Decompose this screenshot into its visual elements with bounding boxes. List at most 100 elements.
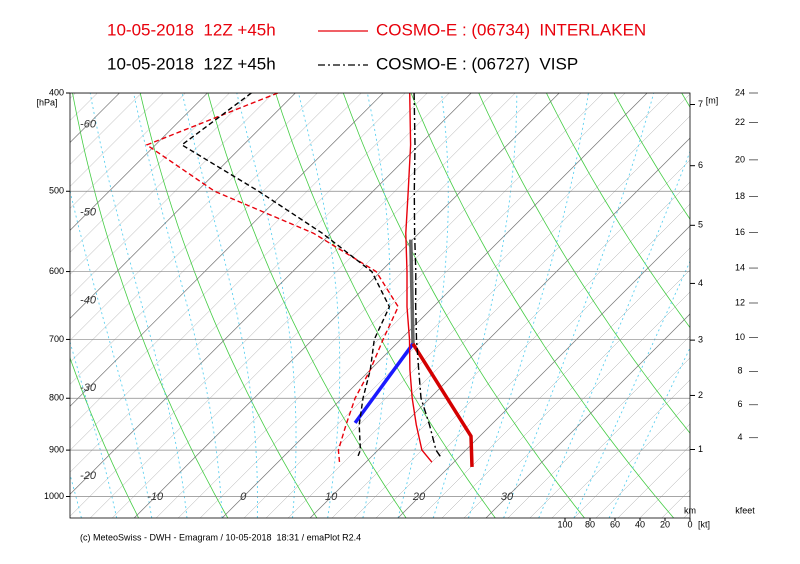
isotherm — [70, 93, 340, 363]
moist-adiabat — [70, 340, 118, 518]
isotherm-grid — [397, 225, 690, 518]
isotherm-label: -10 — [147, 491, 164, 503]
moist-adiabat — [608, 346, 690, 518]
parcel-line — [353, 342, 415, 424]
isotherm — [70, 93, 76, 99]
feet-tick-label: 10 — [735, 332, 745, 342]
isotherm-grid — [70, 93, 384, 407]
moist-adiabat — [0, 93, 46, 518]
isotherm-grid — [485, 313, 690, 518]
isotherm — [177, 93, 604, 518]
dry-adiabat — [546, 93, 690, 329]
isotherm — [595, 423, 690, 518]
y-tick-label: 800 — [49, 393, 64, 403]
dry-adiabat — [410, 93, 675, 518]
height-axis-label: [m] — [706, 95, 719, 105]
isotherm — [750, 93, 800, 518]
isotherm — [90, 93, 516, 518]
y-tick-label: 700 — [49, 334, 64, 344]
isotherm-label: -60 — [80, 118, 97, 130]
isotherm — [287, 115, 690, 518]
dry-adiabat — [70, 356, 139, 518]
isotherm — [70, 93, 362, 385]
isotherm — [70, 93, 494, 517]
isotherm — [706, 93, 800, 518]
dry-adiabat — [342, 93, 585, 518]
isotherm — [70, 93, 142, 165]
isotherm-label: 0 — [240, 491, 247, 503]
dry-adiabat — [0, 93, 49, 518]
run-label: 10-05-2018 12Z +45h — [107, 20, 276, 39]
isotherm-label: 10 — [325, 491, 338, 503]
isotherm — [441, 269, 690, 518]
isotherm-label: -30 — [80, 382, 97, 394]
plot-frame — [69, 92, 691, 519]
height-tick-label: 5 — [698, 220, 703, 230]
height-tick-label: 7 — [698, 99, 703, 109]
isotherm — [70, 93, 318, 341]
isotherm — [243, 93, 670, 518]
isotherm — [331, 159, 690, 518]
dry-adiabat — [72, 93, 229, 518]
isotherm — [617, 445, 690, 518]
dry-adiabat — [749, 93, 800, 518]
height-unit: km — [684, 505, 696, 515]
isotherm — [551, 379, 690, 518]
isotherm-label: 30 — [501, 491, 514, 503]
feet-tick-label: 12 — [735, 297, 745, 307]
y-tick-label: 1000 — [44, 491, 64, 501]
moist-adiabat — [298, 93, 341, 518]
isotherm — [375, 203, 690, 518]
feet-tick-label: 16 — [735, 227, 745, 237]
parcel-line — [411, 342, 474, 467]
isotherm — [0, 93, 32, 518]
wind-tick-label: 60 — [610, 519, 620, 529]
legend-label: COSMO-E : (06734) INTERLAKEN — [376, 20, 646, 39]
isotherm — [70, 93, 252, 275]
isotherm — [70, 93, 406, 429]
isotherm — [419, 247, 690, 518]
dry-adiabat — [613, 93, 690, 220]
y-tick-label: 500 — [49, 186, 64, 196]
isotherm — [70, 93, 450, 473]
wind-axis-label: [kt] — [698, 519, 710, 529]
wind-tick-label: 20 — [660, 519, 670, 529]
isotherm — [0, 93, 10, 518]
isotherm — [639, 467, 690, 518]
height-tick-label: 3 — [698, 334, 703, 344]
feet-tick-label: 24 — [735, 87, 745, 97]
isotherm-label: -40 — [80, 294, 97, 306]
isotherm — [70, 93, 428, 451]
isotherm — [70, 93, 164, 187]
isotherm-label: 20 — [412, 491, 426, 503]
y-tick-label: 900 — [49, 444, 64, 454]
feet-tick-label: 6 — [737, 399, 742, 409]
isotherm — [507, 335, 690, 518]
isotherm-grid — [70, 93, 296, 319]
isotherm-grid — [70, 93, 208, 231]
run-label: 10-05-2018 12Z +45h — [107, 54, 276, 73]
isotherm — [265, 93, 690, 518]
isotherm — [70, 93, 230, 253]
isotherm — [529, 357, 690, 518]
feet-tick-label: 4 — [737, 432, 742, 442]
isotherm-grid — [221, 93, 648, 518]
wind-tick-label: 40 — [635, 519, 645, 529]
parcel-line — [409, 239, 415, 344]
isotherm — [112, 93, 538, 518]
isotherm — [70, 93, 274, 297]
height-tick-label: 6 — [698, 160, 703, 170]
moist-adiabat — [89, 93, 188, 518]
dry-adiabat — [478, 93, 690, 434]
wind-tick-label: 100 — [557, 519, 572, 529]
footer: (c) MeteoSwiss - DWH - Emagram / 10-05-2… — [80, 532, 361, 542]
isotherm-grid — [309, 137, 690, 518]
moist-adiabat — [432, 93, 518, 518]
y-axis-label: [hPa] — [36, 97, 57, 107]
moist-adiabat — [538, 150, 690, 518]
dewpoint-line — [180, 93, 391, 458]
isotherm — [661, 489, 690, 518]
isotherm — [485, 313, 690, 518]
y-tick-label: 400 — [49, 87, 64, 97]
